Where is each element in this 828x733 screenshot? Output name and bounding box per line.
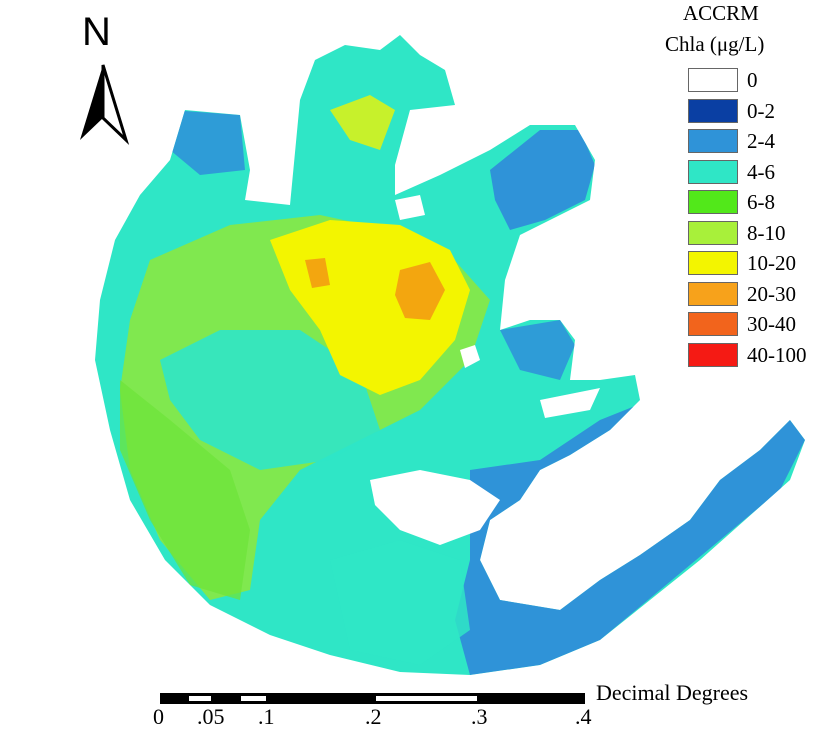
legend-label: 0 (747, 68, 758, 92)
island-shape (395, 195, 425, 220)
legend-swatch (688, 98, 738, 123)
legend-label: 4-6 (747, 159, 775, 184)
legend-swatch (688, 129, 738, 153)
scale-tick-label: .1 (258, 704, 275, 729)
legend-label: 8-10 (747, 220, 786, 245)
legend-swatch (688, 342, 738, 367)
legend-swatch (688, 159, 738, 184)
scale-tick-label: .3 (471, 704, 488, 729)
legend-label: 0-2 (747, 98, 775, 123)
legend-title-line2: Chla (μg/L) (665, 32, 765, 56)
legend-swatch (688, 312, 738, 336)
scale-units-label: Decimal Degrees (596, 680, 749, 705)
legend-label: 30-40 (747, 312, 796, 336)
legend-swatch (688, 281, 738, 306)
legend-swatch (688, 220, 738, 245)
legend-label: 10-20 (747, 251, 796, 275)
scale-tick-label: .05 (197, 704, 225, 729)
island-shape (540, 388, 600, 418)
scale-tick-label: .2 (365, 704, 382, 729)
north-arrow-icon (80, 64, 130, 146)
legend-label: 6-8 (747, 190, 775, 214)
legend-swatch (688, 68, 738, 92)
legend-title-line1: ACCRM (683, 1, 759, 25)
chlorophyll-zones (120, 95, 805, 675)
legend-swatch (688, 190, 738, 214)
scale-tick-label: .4 (575, 704, 592, 729)
island-shape (460, 345, 480, 368)
scale-tick-label: 0 (153, 704, 164, 729)
legend-swatch (688, 251, 738, 275)
island-shape (370, 470, 500, 545)
legend-label: 2-4 (747, 129, 775, 153)
legend-label: 40-100 (747, 342, 807, 367)
legend-label: 20-30 (747, 281, 796, 306)
north-label: N (82, 10, 111, 54)
scale-bar (160, 693, 585, 704)
